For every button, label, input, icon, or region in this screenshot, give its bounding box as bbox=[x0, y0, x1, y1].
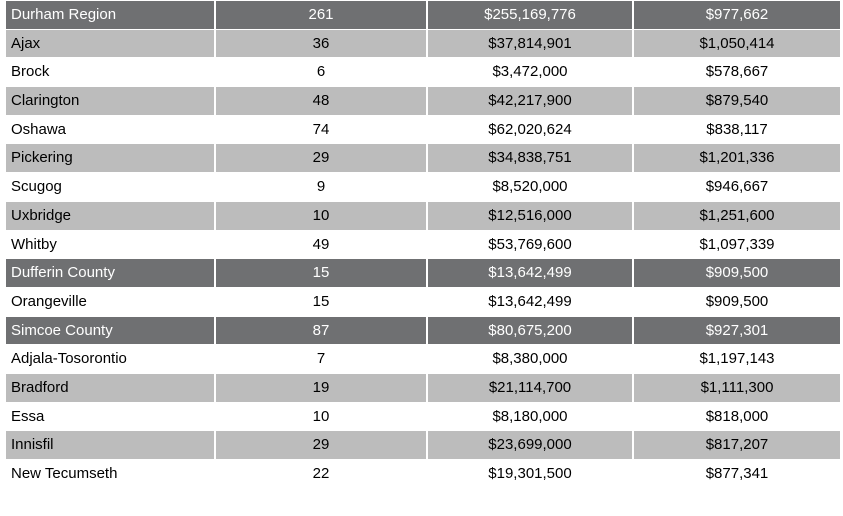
average-value-cell: $1,050,414 bbox=[632, 29, 840, 58]
table-row: Scugog 9 $8,520,000 $946,667 bbox=[6, 173, 840, 202]
municipality-cell: Oshawa bbox=[11, 120, 67, 138]
table-row: Adjala-Tosorontio 7 $8,380,000 $1,197,143 bbox=[6, 345, 840, 374]
average-value-cell: $1,197,143 bbox=[632, 345, 840, 373]
count-cell: 6 bbox=[214, 58, 426, 87]
municipality-cell: Orangeville bbox=[11, 292, 87, 310]
count-cell: 22 bbox=[214, 460, 426, 488]
municipality-cell: Clarington bbox=[11, 92, 80, 110]
average-value-cell: $977,662 bbox=[632, 1, 840, 29]
municipality-cell: Innisfil bbox=[11, 436, 54, 454]
municipality-cell: Essa bbox=[11, 407, 45, 425]
total-value-cell: $255,169,776 bbox=[426, 1, 632, 29]
table-row: Orangeville 15 $13,642,499 $909,500 bbox=[6, 287, 840, 317]
count-cell: 9 bbox=[214, 173, 426, 201]
municipality-cell: Dufferin County bbox=[11, 264, 115, 282]
average-value-cell: $1,111,300 bbox=[632, 373, 840, 402]
average-value-cell: $877,341 bbox=[632, 460, 840, 488]
table-row: New Tecumseth 22 $19,301,500 $877,341 bbox=[6, 460, 840, 489]
count-cell: 261 bbox=[214, 1, 426, 29]
average-value-cell: $1,251,600 bbox=[632, 201, 840, 230]
count-cell: 48 bbox=[214, 87, 426, 115]
total-value-cell: $34,838,751 bbox=[426, 144, 632, 173]
table-group-row: Simcoe County 87 $80,675,200 $927,301 bbox=[6, 316, 840, 346]
table-row: Uxbridge 10 $12,516,000 $1,251,600 bbox=[6, 201, 840, 231]
municipality-cell: Whitby bbox=[11, 235, 57, 253]
average-value-cell: $818,000 bbox=[632, 402, 840, 431]
average-value-cell: $909,500 bbox=[632, 259, 840, 287]
total-value-cell: $8,380,000 bbox=[426, 345, 632, 373]
table-row: Whitby 49 $53,769,600 $1,097,339 bbox=[6, 230, 840, 260]
municipality-cell: Durham Region bbox=[11, 6, 117, 23]
table-group-row: Dufferin County 15 $13,642,499 $909,500 bbox=[6, 259, 840, 288]
municipality-cell: Scugog bbox=[11, 178, 62, 196]
municipality-cell: Simcoe County bbox=[11, 321, 113, 339]
count-cell: 49 bbox=[214, 230, 426, 259]
municipality-cell: Adjala-Tosorontio bbox=[11, 350, 127, 368]
table-group-row: Durham Region 261 $255,169,776 $977,662 bbox=[6, 1, 840, 30]
average-value-cell: $838,117 bbox=[632, 115, 840, 144]
total-value-cell: $21,114,700 bbox=[426, 373, 632, 402]
count-cell: 10 bbox=[214, 402, 426, 431]
sales-table: Durham Region 261 $255,169,776 $977,662 Ajax… bbox=[6, 1, 840, 489]
average-value-cell: $578,667 bbox=[632, 58, 840, 87]
table-row: Oshawa 74 $62,020,624 $838,117 bbox=[6, 115, 840, 145]
table-row: Pickering 29 $34,838,751 $1,201,336 bbox=[6, 144, 840, 174]
count-cell: 74 bbox=[214, 115, 426, 144]
table-row: Ajax 36 $37,814,901 $1,050,414 bbox=[6, 29, 840, 59]
total-value-cell: $62,020,624 bbox=[426, 115, 632, 144]
table-row: Innisfil 29 $23,699,000 $817,207 bbox=[6, 431, 840, 460]
average-value-cell: $927,301 bbox=[632, 316, 840, 345]
average-value-cell: $1,097,339 bbox=[632, 230, 840, 259]
total-value-cell: $42,217,900 bbox=[426, 87, 632, 115]
total-value-cell: $80,675,200 bbox=[426, 316, 632, 345]
average-value-cell: $817,207 bbox=[632, 431, 840, 459]
municipality-cell: Pickering bbox=[11, 149, 73, 167]
table-row: Essa 10 $8,180,000 $818,000 bbox=[6, 402, 840, 432]
total-value-cell: $19,301,500 bbox=[426, 460, 632, 488]
total-value-cell: $53,769,600 bbox=[426, 230, 632, 259]
total-value-cell: $13,642,499 bbox=[426, 287, 632, 316]
municipality-cell: Bradford bbox=[11, 378, 69, 396]
municipality-cell: Uxbridge bbox=[11, 206, 72, 224]
average-value-cell: $1,201,336 bbox=[632, 144, 840, 173]
total-value-cell: $37,814,901 bbox=[426, 29, 632, 58]
total-value-cell: $8,180,000 bbox=[426, 402, 632, 431]
total-value-cell: $13,642,499 bbox=[426, 259, 632, 287]
count-cell: 7 bbox=[214, 345, 426, 373]
average-value-cell: $946,667 bbox=[632, 173, 840, 201]
count-cell: 87 bbox=[214, 316, 426, 345]
total-value-cell: $23,699,000 bbox=[426, 431, 632, 459]
total-value-cell: $8,520,000 bbox=[426, 173, 632, 201]
municipality-cell: Brock bbox=[11, 63, 50, 81]
table-row: Brock 6 $3,472,000 $578,667 bbox=[6, 58, 840, 88]
average-value-cell: $909,500 bbox=[632, 287, 840, 316]
total-value-cell: $12,516,000 bbox=[426, 201, 632, 230]
count-cell: 15 bbox=[214, 287, 426, 316]
table-row: Bradford 19 $21,114,700 $1,111,300 bbox=[6, 373, 840, 403]
total-value-cell: $3,472,000 bbox=[426, 58, 632, 87]
table-row: Clarington 48 $42,217,900 $879,540 bbox=[6, 87, 840, 116]
count-cell: 36 bbox=[214, 29, 426, 58]
count-cell: 19 bbox=[214, 373, 426, 402]
municipality-cell: Ajax bbox=[11, 34, 41, 52]
count-cell: 10 bbox=[214, 201, 426, 230]
count-cell: 29 bbox=[214, 144, 426, 173]
municipality-cell: New Tecumseth bbox=[11, 465, 118, 482]
count-cell: 29 bbox=[214, 431, 426, 459]
average-value-cell: $879,540 bbox=[632, 87, 840, 115]
count-cell: 15 bbox=[214, 259, 426, 287]
